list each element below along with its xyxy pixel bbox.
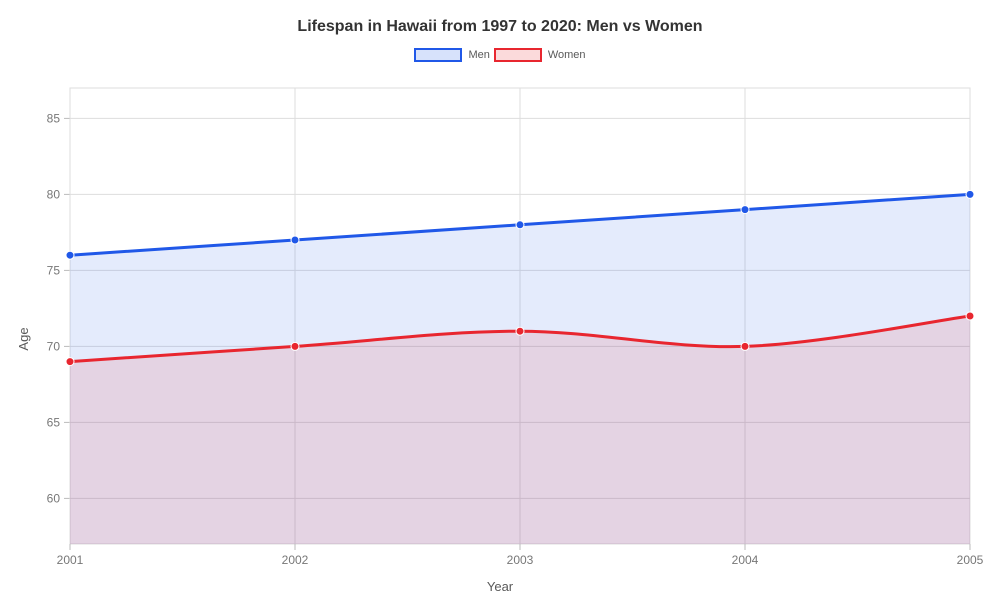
marker-men[interactable] bbox=[741, 206, 749, 214]
y-tick-label: 60 bbox=[47, 491, 61, 505]
y-axis-label: Age bbox=[16, 327, 31, 350]
marker-men[interactable] bbox=[516, 221, 524, 229]
marker-women[interactable] bbox=[741, 342, 749, 350]
y-tick-label: 70 bbox=[47, 339, 61, 353]
marker-men[interactable] bbox=[66, 251, 74, 259]
chart-svg: 60 65 70 75 80 85 2001 2002 2003 2004 2005 bbox=[0, 78, 1000, 600]
marker-women[interactable] bbox=[291, 342, 299, 350]
legend-swatch-men bbox=[414, 48, 462, 62]
x-tick-label: 2001 bbox=[57, 553, 84, 567]
legend-label-women: Women bbox=[548, 49, 586, 61]
x-tick-label: 2004 bbox=[732, 553, 759, 567]
legend-swatch-women bbox=[494, 48, 542, 62]
legend-label-men: Men bbox=[468, 49, 489, 61]
y-tick-label: 65 bbox=[47, 415, 61, 429]
legend-item-women[interactable]: Women bbox=[494, 48, 586, 62]
legend: Men Women bbox=[0, 48, 1000, 62]
y-tick-label: 85 bbox=[47, 111, 61, 125]
marker-women[interactable] bbox=[516, 327, 524, 335]
y-tick-label: 80 bbox=[47, 187, 61, 201]
marker-women[interactable] bbox=[66, 358, 74, 366]
y-tick-label: 75 bbox=[47, 263, 61, 277]
x-tick-label: 2005 bbox=[957, 553, 984, 567]
marker-women[interactable] bbox=[966, 312, 974, 320]
x-axis-label: Year bbox=[487, 579, 513, 594]
x-tick-label: 2002 bbox=[282, 553, 309, 567]
legend-item-men[interactable]: Men bbox=[414, 48, 489, 62]
marker-men[interactable] bbox=[966, 190, 974, 198]
marker-men[interactable] bbox=[291, 236, 299, 244]
chart-title: Lifespan in Hawaii from 1997 to 2020: Me… bbox=[0, 0, 1000, 36]
plot-area: Age Year 60 65 70 75 80 85 2001 2002 2003 2004 200… bbox=[0, 78, 1000, 600]
x-tick-label: 2003 bbox=[507, 553, 534, 567]
